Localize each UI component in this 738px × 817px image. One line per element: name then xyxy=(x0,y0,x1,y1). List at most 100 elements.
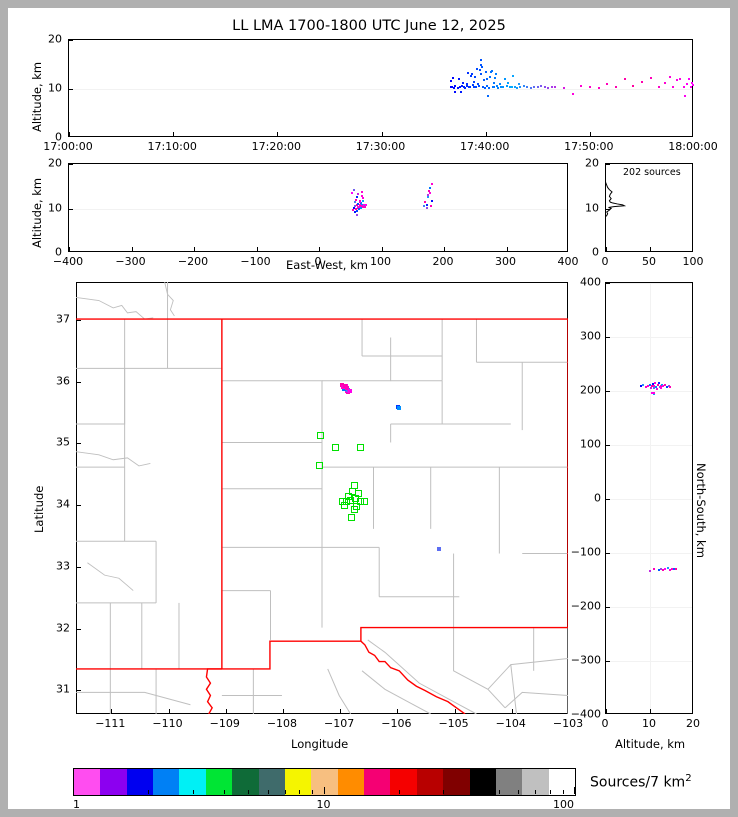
y-tick-label: 36 xyxy=(56,374,70,388)
x-tick-label: −109 xyxy=(209,717,240,730)
colorbar-segment xyxy=(126,769,154,795)
x-tick-label: 200 xyxy=(432,255,454,268)
colorbar-segment xyxy=(337,769,365,795)
y-tick-label: 10 xyxy=(48,201,62,214)
x-tick-label: −111 xyxy=(95,717,126,730)
y-tickmark xyxy=(77,566,81,568)
x-tick-label: 0 xyxy=(601,255,609,268)
gridline xyxy=(606,337,692,338)
x-tick-label: −100 xyxy=(240,255,271,268)
y-tickmark xyxy=(69,89,73,90)
x-tickmark xyxy=(69,247,70,251)
colorbar-segment xyxy=(311,769,339,795)
gridline xyxy=(69,208,567,210)
y-tick-label: 37 xyxy=(56,312,70,326)
colorbar-segment xyxy=(153,769,180,795)
x-tickmark xyxy=(454,709,456,713)
y-tick-label: −200 xyxy=(570,599,601,613)
gridline xyxy=(69,89,692,90)
colorbar-segment xyxy=(495,769,523,795)
time-height-panel xyxy=(68,39,693,137)
gridline xyxy=(606,391,692,392)
x-tickmark xyxy=(225,709,227,713)
x-tick-label: 17:30:00 xyxy=(355,140,406,153)
x-tickmark xyxy=(282,709,284,713)
y-tickmark xyxy=(77,381,81,383)
gridline xyxy=(606,661,692,662)
x-tickmark xyxy=(650,247,651,251)
time-panel-ylabel: Altitude, km xyxy=(30,61,44,132)
colorbar-segment xyxy=(284,769,312,795)
y-tick-label: 0 xyxy=(594,491,601,505)
colorbar-title: Sources/7 km2 xyxy=(590,773,692,791)
y-tickmark xyxy=(606,607,610,608)
y-tickmark xyxy=(606,445,610,446)
colorbar-tick-label: 10 xyxy=(316,798,331,811)
y-tick-label: −100 xyxy=(570,545,601,559)
map-ylabel: Latitude xyxy=(32,485,46,533)
colorbar-segment xyxy=(522,769,550,795)
x-tick-label: 100 xyxy=(682,255,704,268)
y-tick-label: 32 xyxy=(56,621,70,635)
colorbar xyxy=(73,768,576,796)
colorbar-segment xyxy=(232,769,260,795)
altitude-northsouth-panel xyxy=(605,282,693,714)
y-tick-label: 300 xyxy=(580,329,601,343)
x-tickmark xyxy=(277,132,279,136)
y-tickmark xyxy=(77,628,81,630)
x-tick-label: 20 xyxy=(686,717,700,730)
x-tickmark xyxy=(511,709,513,713)
x-tick-label: 17:10:00 xyxy=(147,140,197,153)
x-tick-label: −105 xyxy=(438,717,469,730)
x-tickmark xyxy=(397,709,399,713)
ew-panel-xlabel: East-West, km xyxy=(286,258,368,272)
gridline xyxy=(606,445,692,446)
x-tick-label: −107 xyxy=(324,717,355,730)
colorbar-segment xyxy=(390,769,418,795)
y-tick-label: 35 xyxy=(56,435,70,449)
y-tickmark xyxy=(77,505,81,507)
x-tick-label: 400 xyxy=(557,255,579,268)
x-tickmark xyxy=(650,709,651,713)
colorbar-segment xyxy=(364,769,391,795)
y-tickmark xyxy=(606,283,610,284)
y-tickmark xyxy=(77,443,81,445)
y-tick-label: 33 xyxy=(56,559,70,573)
gridline xyxy=(606,553,692,554)
colorbar-segment xyxy=(469,769,497,795)
y-tickmark xyxy=(606,661,610,662)
x-tickmark xyxy=(194,247,195,251)
colorbar-tick-label: 100 xyxy=(553,798,574,811)
y-tickmark xyxy=(77,690,81,692)
x-tick-label: −106 xyxy=(381,717,412,730)
gridline xyxy=(606,607,692,608)
colorbar-segment xyxy=(258,769,286,795)
gridline xyxy=(606,283,692,284)
y-tick-label: 400 xyxy=(580,275,601,289)
x-tick-label: 17:20:00 xyxy=(251,140,302,153)
figure-title: LL LMA 1700-1800 UTC June 12, 2025 xyxy=(232,18,506,34)
y-tickmark xyxy=(606,391,610,392)
figure-canvas: LL LMA 1700-1800 UTC June 12, 2025 Altit… xyxy=(8,8,730,811)
colorbar-segment xyxy=(416,769,444,795)
y-tickmark xyxy=(69,208,73,210)
colorbar-segment xyxy=(100,769,128,795)
y-tick-label: 10 xyxy=(48,81,62,95)
colorbar-title-superscript: 2 xyxy=(685,773,692,784)
y-tick-label: 20 xyxy=(48,32,62,46)
y-tick-label: 200 xyxy=(580,383,601,397)
y-tick-label: −300 xyxy=(570,653,601,667)
y-tickmark xyxy=(606,499,610,500)
ns-panel-xlabel: Altitude, km xyxy=(615,737,686,751)
ns-panel-ylabel: North-South, km xyxy=(694,463,708,558)
y-tick-label: 20 xyxy=(48,156,62,170)
x-tick-label: 0 xyxy=(601,717,609,730)
x-tickmark xyxy=(606,709,607,713)
x-tick-label: 17:50:00 xyxy=(564,140,614,153)
source-count-annotation: 202 sources xyxy=(623,167,681,178)
x-tick-label: −400 xyxy=(52,255,84,268)
x-tick-label: 300 xyxy=(495,255,516,268)
x-tickmark xyxy=(340,709,342,713)
x-tickmark xyxy=(485,132,487,136)
x-tickmark xyxy=(168,709,170,713)
